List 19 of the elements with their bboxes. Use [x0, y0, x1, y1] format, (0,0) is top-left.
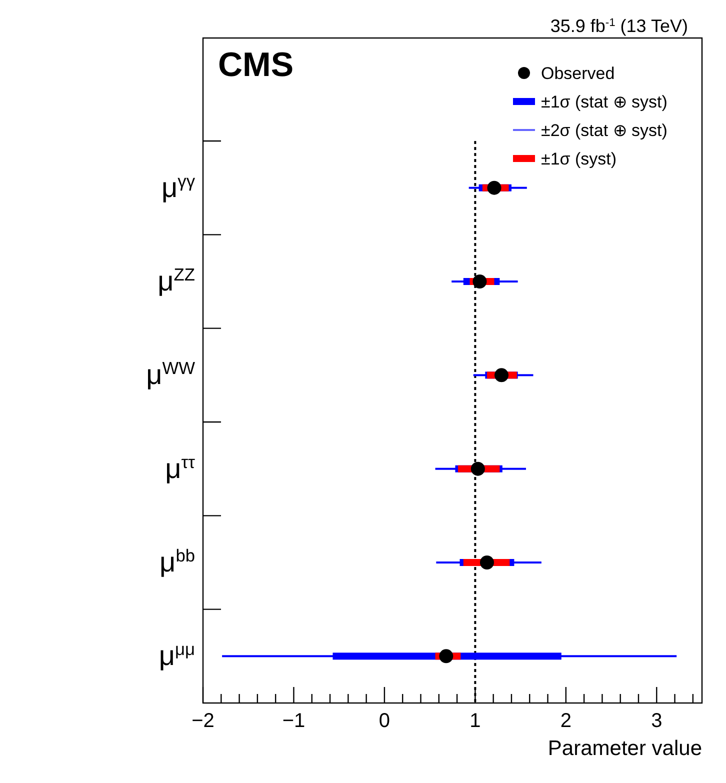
legend-label: Observed	[541, 64, 615, 83]
y-tick-label: μ$^{ZZ}$	[158, 264, 196, 296]
y-tick-label: μ$^{WW}$	[146, 358, 196, 390]
y-tick-label: μ$^{γγ}$	[162, 170, 196, 203]
chart-title: CMS	[218, 46, 294, 84]
x-tick-label: 0	[378, 710, 390, 732]
x-axis-title: Parameter value	[548, 737, 702, 760]
chart-subtitle: 35.9 fb$^{-1}$ (13 TeV)	[550, 16, 688, 36]
x-tick-label: 3	[651, 710, 662, 732]
x-tick-label: −1	[282, 710, 306, 732]
legend-label: ±1σ (stat ⊕ syst)	[541, 92, 668, 112]
x-tick-label: −2	[192, 710, 214, 732]
x-tick-label: 2	[560, 710, 572, 732]
x-tick-label: 1	[470, 710, 481, 732]
legend-label: ±2σ (stat ⊕ syst)	[541, 121, 668, 140]
legend-label: ±1σ (syst)	[541, 150, 617, 168]
y-tick-label: μ$^{μμ}$	[158, 639, 195, 672]
y-tick-label: μ$^{bb}$	[160, 546, 195, 578]
y-tick-label: μ$^{ττ}$	[165, 452, 196, 484]
